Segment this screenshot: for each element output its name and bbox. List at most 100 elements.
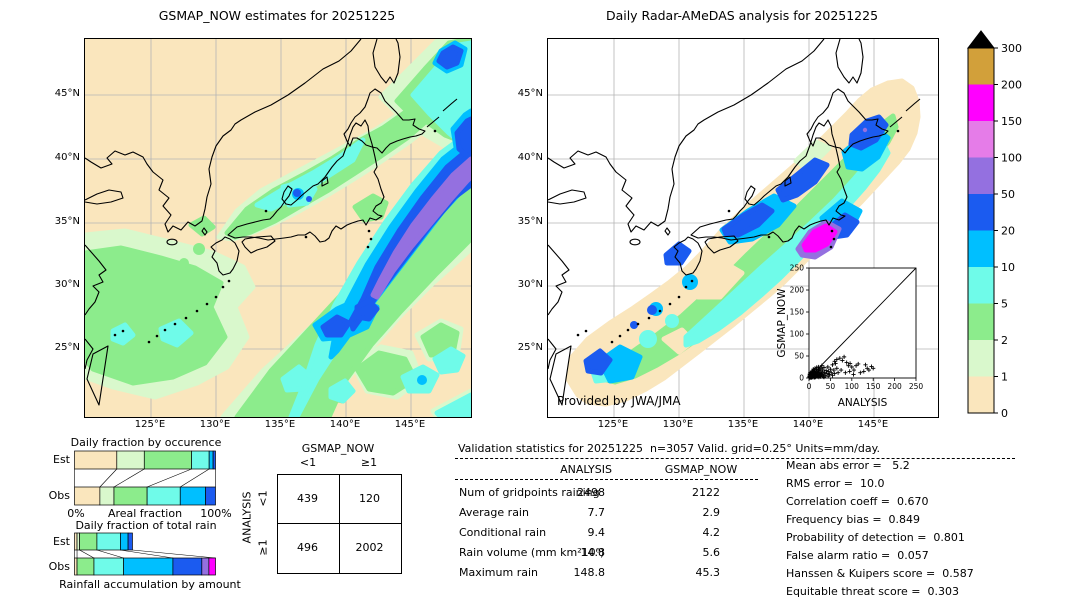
coastline xyxy=(548,244,570,316)
scatter-point xyxy=(847,361,853,366)
small-island xyxy=(610,340,614,344)
scatter-point xyxy=(830,362,835,367)
validation-scatter-inset: 00 50 50 100 100 150 150 200 200 250 250 ANALYSIS GS… xyxy=(776,264,924,409)
stats-analysis-value: 2498 xyxy=(577,486,605,499)
precip-area-green xyxy=(188,215,216,237)
score-line: Probability of detection = 0.801 xyxy=(786,531,965,544)
small-island xyxy=(205,302,209,306)
small-island xyxy=(896,129,900,133)
occurrence-bars xyxy=(74,450,216,506)
colorbar-overflow-arrow xyxy=(966,30,996,49)
y-tick-label: 45°N xyxy=(54,88,80,99)
precip-area-magenta xyxy=(801,223,838,253)
coastline xyxy=(86,345,109,406)
fraction-segment-palegreen xyxy=(76,532,80,551)
fraction-segment-wheat xyxy=(74,486,101,506)
y-tick-label: 40°N xyxy=(54,152,80,163)
scatter-point xyxy=(853,363,859,368)
scatter-point xyxy=(841,354,847,359)
contingency-divider-v xyxy=(339,475,340,573)
occurrence-chart-title: Daily fraction by occurence xyxy=(70,436,222,449)
colorbar-segment-green xyxy=(968,303,994,340)
fraction-segment-cyan xyxy=(96,532,121,551)
coastline xyxy=(548,39,825,233)
small-island xyxy=(668,302,672,306)
fraction-segment-magenta xyxy=(208,557,216,576)
coastline xyxy=(241,235,276,254)
fraction-segment-cyan xyxy=(191,450,210,470)
small-island xyxy=(155,334,159,338)
small-island xyxy=(636,322,640,326)
x-tick-label: 125°E xyxy=(134,419,166,430)
fraction-segment-blue xyxy=(205,486,216,506)
small-island xyxy=(690,279,694,283)
scatter-point xyxy=(832,371,837,376)
scatter-point xyxy=(821,365,827,370)
fraction-connector xyxy=(147,468,192,488)
coastline xyxy=(664,227,671,236)
scatter-point xyxy=(831,367,836,373)
scatter-x-tick-label: 250 xyxy=(909,382,924,391)
coastline xyxy=(548,189,587,205)
coastline xyxy=(343,88,426,154)
scatter-point xyxy=(819,363,824,368)
score-line: Correlation coeff = 0.670 xyxy=(786,495,929,508)
precip-area-green xyxy=(193,243,205,255)
precip-area-cyan xyxy=(280,364,314,393)
small-island xyxy=(173,322,177,326)
x-tick-label: 145°E xyxy=(394,419,426,430)
x-tick-label: 145°E xyxy=(857,419,889,430)
coastline xyxy=(549,345,572,406)
totalrain-obs-label: Obs xyxy=(48,560,70,573)
small-island xyxy=(304,235,308,239)
scatter-x-tick-label: 0 xyxy=(807,382,812,391)
colorbar-segment-orchid xyxy=(968,121,994,158)
scatter-point xyxy=(851,367,857,373)
colorbar-tick-label: 2 xyxy=(1001,334,1008,347)
scatter-x-tick-label: 200 xyxy=(887,382,902,391)
scatter-point xyxy=(836,370,841,375)
colorbar-tick-label: 150 xyxy=(1001,115,1022,128)
x-tick-label: 135°E xyxy=(727,419,759,430)
precip-area-blue xyxy=(721,202,775,238)
coastline xyxy=(201,227,208,236)
small-island xyxy=(626,328,630,332)
y-tick-label: 35°N xyxy=(517,216,543,227)
precip-area-purple xyxy=(862,127,868,133)
small-island xyxy=(214,295,218,299)
colorbar-segment-cyan xyxy=(968,267,994,304)
small-island xyxy=(147,340,151,344)
stats-col-gsmap: GSMAP_NOW xyxy=(664,463,738,476)
small-island xyxy=(121,329,125,333)
coastline xyxy=(210,236,240,276)
precip-area-blue xyxy=(454,116,471,162)
precip-area-blue xyxy=(320,314,352,338)
scatter-point xyxy=(846,363,851,368)
colorbar-segment-blue xyxy=(968,194,994,231)
x-tick-label: 125°E xyxy=(597,419,629,430)
coastline xyxy=(889,116,903,128)
scatter-point xyxy=(834,357,839,362)
precip-area-cyan xyxy=(434,392,471,417)
small-island xyxy=(584,329,588,333)
contingency-divider-h xyxy=(278,523,401,524)
colorbar-tick-label: 50 xyxy=(1001,188,1015,201)
precip-area-cyan xyxy=(110,322,136,346)
scatter-y-tick-label: 150 xyxy=(790,308,805,317)
scatter-point xyxy=(830,373,835,378)
scatter-y-tick-label: 200 xyxy=(790,286,805,295)
coastline xyxy=(166,238,178,246)
occurrence-axis-0: 0% xyxy=(67,507,85,520)
scatter-point xyxy=(871,366,876,371)
colorbar-tick-label: 300 xyxy=(1001,42,1022,55)
scatter-point xyxy=(863,362,868,367)
stats-row-label: Average rain xyxy=(459,506,529,519)
scatter-point xyxy=(849,364,854,370)
stats-gsmap-value: 2.9 xyxy=(702,506,721,519)
fraction-segment-blue xyxy=(127,532,133,551)
occurrence-axis-label: Areal fraction xyxy=(107,507,183,520)
coastline xyxy=(690,119,848,243)
fraction-connector xyxy=(120,549,173,559)
scatter-point xyxy=(843,370,848,375)
coastline xyxy=(85,189,124,205)
